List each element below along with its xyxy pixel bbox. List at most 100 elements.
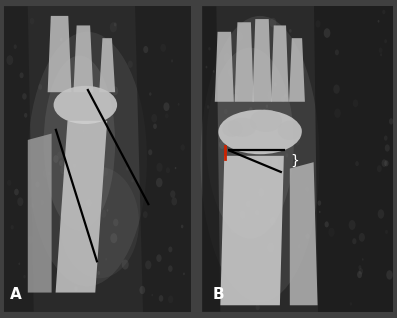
Ellipse shape [297,165,299,167]
Ellipse shape [156,254,162,262]
Ellipse shape [334,108,341,118]
Polygon shape [290,162,318,305]
Ellipse shape [382,10,385,14]
Ellipse shape [168,266,173,272]
Ellipse shape [24,113,27,118]
Ellipse shape [234,292,236,295]
Ellipse shape [236,301,238,304]
Ellipse shape [44,56,115,231]
Ellipse shape [83,130,85,132]
Ellipse shape [382,159,387,167]
Ellipse shape [359,233,365,242]
Ellipse shape [47,135,49,138]
Ellipse shape [349,220,356,230]
Ellipse shape [106,38,111,45]
Ellipse shape [228,68,234,77]
Ellipse shape [224,53,230,63]
Ellipse shape [50,16,54,22]
Ellipse shape [40,200,44,205]
Ellipse shape [131,179,133,183]
Ellipse shape [386,270,393,280]
Ellipse shape [380,53,382,56]
Ellipse shape [299,67,305,76]
Ellipse shape [164,102,170,111]
Ellipse shape [228,118,256,137]
Ellipse shape [389,118,393,125]
Ellipse shape [14,189,19,195]
Ellipse shape [126,167,129,170]
Ellipse shape [358,268,363,274]
Ellipse shape [295,138,300,146]
Ellipse shape [268,243,274,252]
Polygon shape [314,6,393,312]
Polygon shape [135,6,191,312]
Ellipse shape [284,93,287,98]
Polygon shape [271,25,289,102]
Ellipse shape [22,93,27,100]
Polygon shape [202,6,220,312]
Polygon shape [99,38,115,92]
Ellipse shape [19,73,23,78]
Ellipse shape [270,18,276,27]
Ellipse shape [233,85,239,93]
Ellipse shape [139,286,145,294]
Ellipse shape [151,114,157,122]
Polygon shape [56,121,107,293]
Ellipse shape [270,217,276,225]
Ellipse shape [290,121,293,125]
Ellipse shape [237,32,243,41]
Ellipse shape [74,287,77,291]
Ellipse shape [31,203,34,208]
Polygon shape [48,16,71,92]
Ellipse shape [60,231,66,238]
Ellipse shape [379,48,382,53]
Ellipse shape [318,200,321,206]
Ellipse shape [218,110,302,154]
Ellipse shape [59,160,64,166]
Ellipse shape [285,153,288,157]
Ellipse shape [60,166,66,174]
Ellipse shape [60,38,62,41]
Polygon shape [289,38,305,102]
Ellipse shape [384,160,389,166]
Bar [202,6,393,312]
Ellipse shape [13,45,17,49]
Ellipse shape [281,113,285,118]
Ellipse shape [213,70,215,73]
Ellipse shape [156,163,163,172]
Text: }: } [290,154,299,168]
Ellipse shape [325,221,329,227]
Ellipse shape [207,105,209,109]
Ellipse shape [355,161,359,166]
Ellipse shape [377,165,382,172]
Ellipse shape [350,302,352,306]
Ellipse shape [333,85,340,94]
Ellipse shape [274,82,277,86]
Ellipse shape [23,275,26,279]
Ellipse shape [353,100,358,107]
Ellipse shape [256,304,260,310]
Ellipse shape [385,230,388,234]
Ellipse shape [171,59,173,63]
Ellipse shape [122,259,129,270]
Ellipse shape [54,86,117,124]
Ellipse shape [148,149,152,155]
Ellipse shape [14,289,21,299]
Ellipse shape [384,39,387,43]
Ellipse shape [11,225,14,230]
Ellipse shape [114,22,117,26]
Ellipse shape [183,273,185,275]
Ellipse shape [53,155,59,163]
Ellipse shape [246,201,251,207]
Ellipse shape [335,49,339,55]
Ellipse shape [232,157,237,164]
Ellipse shape [110,22,117,32]
Polygon shape [73,25,93,92]
Ellipse shape [178,103,179,106]
Ellipse shape [172,197,177,205]
Ellipse shape [97,271,100,275]
Ellipse shape [385,144,390,152]
Ellipse shape [357,271,362,278]
Ellipse shape [71,182,74,185]
Ellipse shape [352,238,357,244]
